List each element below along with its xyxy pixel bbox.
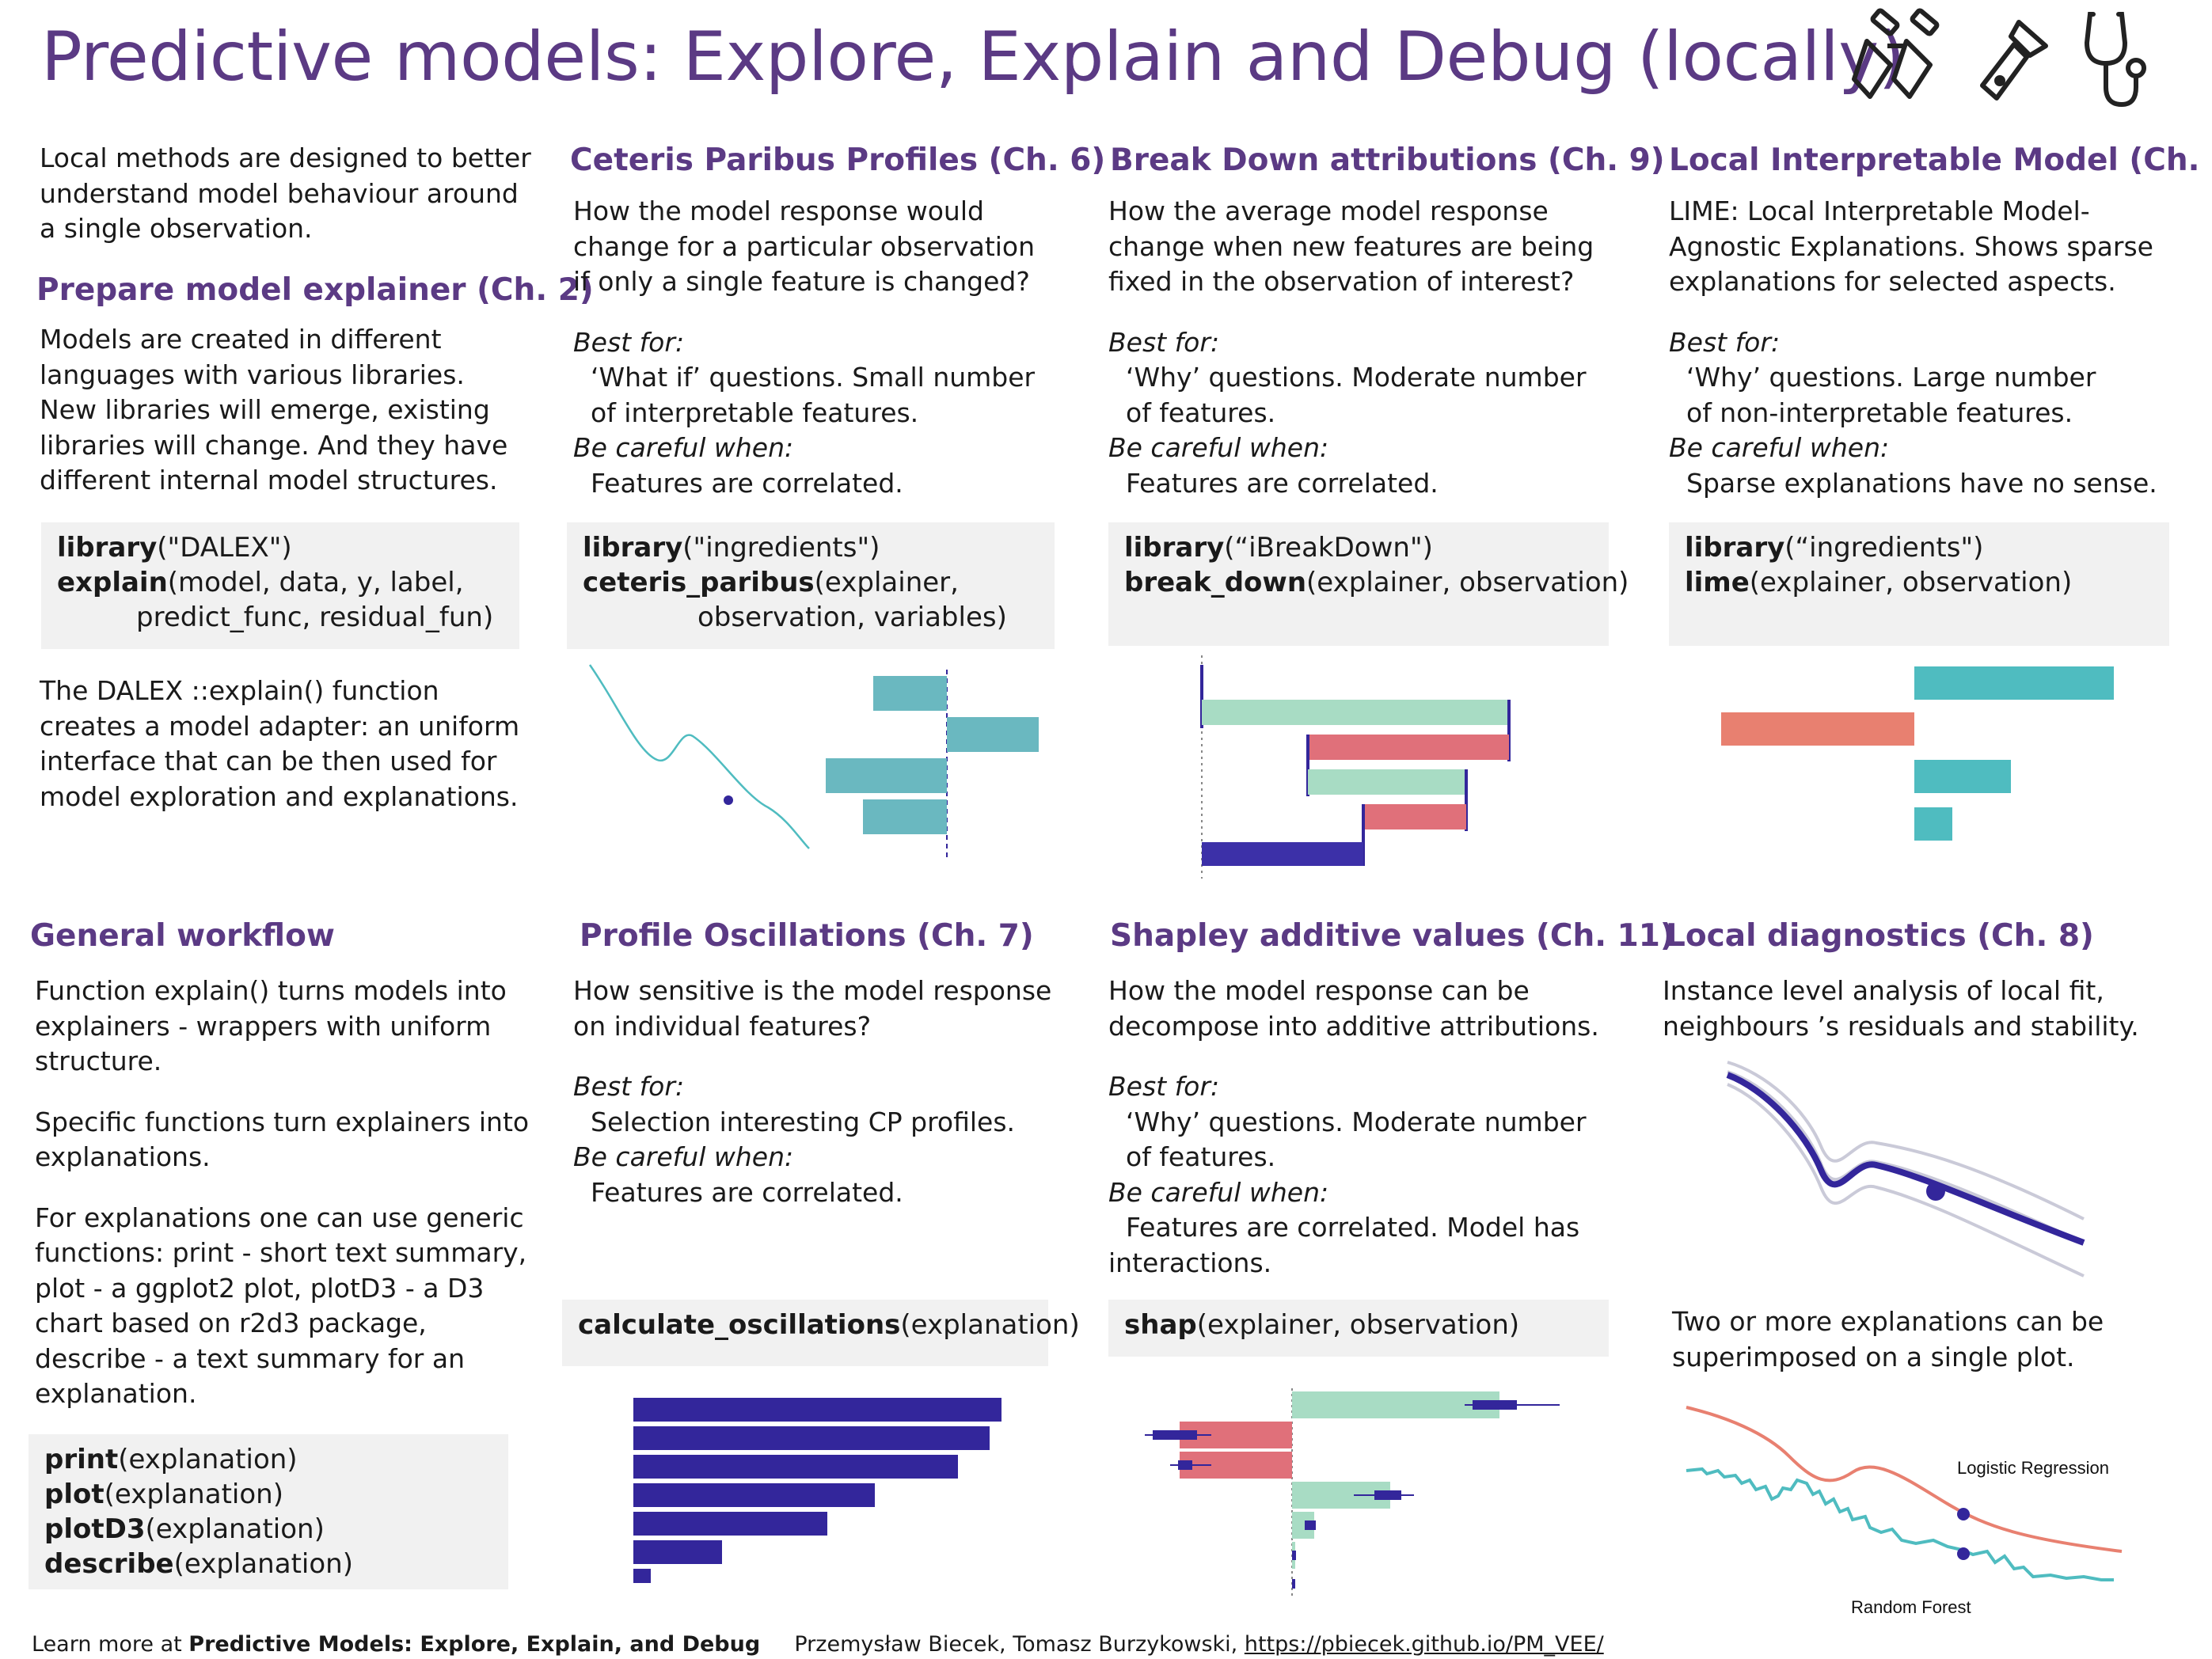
ceteris-heading: Ceteris Paribus Profiles (Ch. 6) — [570, 142, 1106, 178]
shapley-code-block: shap(explainer, observation) — [1108, 1300, 1609, 1357]
cp-profile-curve — [588, 664, 810, 849]
neighbour-profile — [1727, 1083, 2085, 1277]
bd-bar — [1308, 769, 1466, 795]
page-title: Predictive models: Explore, Explain and … — [41, 17, 1905, 97]
stethoscope-icon — [2084, 12, 2146, 108]
ceteris-illustration — [588, 664, 1039, 860]
shapley-text: How the model response can be decompose … — [1108, 975, 1599, 1278]
flashlight-icon — [1980, 20, 2048, 101]
shap-box — [1178, 1460, 1192, 1470]
shapley-illustration — [1145, 1388, 1560, 1597]
osc-bar — [633, 1569, 651, 1583]
lr-instance-point — [1957, 1508, 1970, 1520]
osc-bar — [633, 1512, 827, 1536]
lime-text: LIME: Local Interpretable Model- Agnosti… — [1669, 196, 2157, 499]
osc-bar — [633, 1483, 875, 1507]
legend-random-forest: Random Forest — [1851, 1597, 1971, 1617]
lime-bar — [1914, 807, 1952, 841]
bd-bar — [1308, 735, 1509, 760]
diagnostics-stability-illustration — [1726, 1061, 2085, 1277]
shap-box — [1305, 1520, 1316, 1530]
rf-instance-point — [1957, 1547, 1970, 1560]
ceteris-code-block: library("ingredients") ceteris_paribus(e… — [567, 522, 1055, 649]
diagnostics-heading: Local diagnostics (Ch. 8) — [1666, 918, 2094, 954]
workflow-text: Function explain() turns models into exp… — [35, 975, 530, 1409]
breakdown-illustration — [1200, 655, 1511, 879]
workflow-heading: General workflow — [30, 918, 335, 954]
cp-bar — [873, 676, 947, 711]
footer: Learn more at Predictive Models: Explore… — [32, 1632, 1604, 1657]
prepare-after-text: The DALEX ::explain() function creates a… — [40, 675, 520, 812]
osc-bar — [633, 1540, 722, 1564]
cp-bar — [947, 717, 1039, 752]
prepare-text: Models are created in different language… — [40, 324, 508, 495]
bd-bar — [1202, 700, 1509, 725]
footer-book-title: Predictive Models: Explore, Explain, and… — [188, 1632, 761, 1657]
diagnostics-compare-illustration: Logistic Regression Random Forest — [1686, 1406, 2123, 1617]
binoculars-icon — [1852, 8, 1940, 99]
cp-bar — [863, 799, 947, 834]
lime-bar — [1914, 760, 2011, 793]
ceteris-text: How the model response would change for … — [573, 196, 1036, 499]
oscillations-code-block: calculate_oscillations(explanation) — [562, 1300, 1080, 1366]
oscillations-text: How sensitive is the model response on i… — [573, 975, 1052, 1208]
diagnostics-two-text: Two or more explanations can be superimp… — [1672, 1306, 2104, 1372]
logistic-regression-line — [1686, 1406, 2123, 1553]
shap-box — [1473, 1400, 1517, 1410]
footer-url-link[interactable]: https://pbiecek.github.io/PM_VEE/ — [1244, 1632, 1604, 1657]
bd-prediction-bar — [1202, 842, 1363, 866]
random-forest-line — [1686, 1467, 2114, 1581]
lime-heading: Local Interpretable Model (Ch. 12) — [1669, 142, 2212, 178]
cp-observation-point — [724, 795, 733, 805]
diagnostics-text: Instance level analysis of local fit, ne… — [1663, 975, 2139, 1042]
lime-bar — [1721, 712, 1914, 746]
shap-box — [1374, 1490, 1401, 1500]
oscillations-illustration — [633, 1398, 1001, 1583]
lime-bar — [1914, 666, 2114, 700]
shap-box — [1292, 1579, 1295, 1589]
osc-bar — [633, 1426, 990, 1450]
breakdown-code-block: library(“iBreakDown") break_down(explain… — [1108, 522, 1629, 646]
shap-box — [1153, 1430, 1197, 1440]
instance-profile — [1726, 1072, 2085, 1246]
osc-bar — [633, 1398, 1001, 1422]
shap-box — [1292, 1551, 1296, 1560]
breakdown-heading: Break Down attributions (Ch. 9) — [1110, 142, 1665, 178]
neighbour-profile — [1727, 1070, 2085, 1244]
prepare-heading: Prepare model explainer (Ch. 2) — [36, 272, 594, 308]
lime-illustration — [1721, 666, 2114, 841]
prepare-code-block: library("DALEX") explain(model, data, y,… — [41, 522, 519, 649]
oscillations-heading: Profile Oscillations (Ch. 7) — [580, 918, 1034, 954]
cp-bar — [826, 758, 947, 793]
breakdown-text: How the average model response change wh… — [1108, 196, 1594, 499]
shapley-heading: Shapley additive values (Ch. 11) — [1110, 918, 1674, 954]
instance-point — [1926, 1182, 1945, 1201]
legend-logistic-regression: Logistic Regression — [1957, 1458, 2109, 1478]
osc-bar — [633, 1455, 958, 1479]
bd-bar — [1363, 804, 1466, 830]
lime-code-block: library(“ingredients") lime(explainer, o… — [1669, 522, 2169, 646]
workflow-code-block: print(explanation) plot(explanation) plo… — [29, 1434, 508, 1589]
neighbour-profile — [1727, 1061, 2085, 1221]
intro-text: Local methods are designed to better und… — [40, 142, 531, 244]
